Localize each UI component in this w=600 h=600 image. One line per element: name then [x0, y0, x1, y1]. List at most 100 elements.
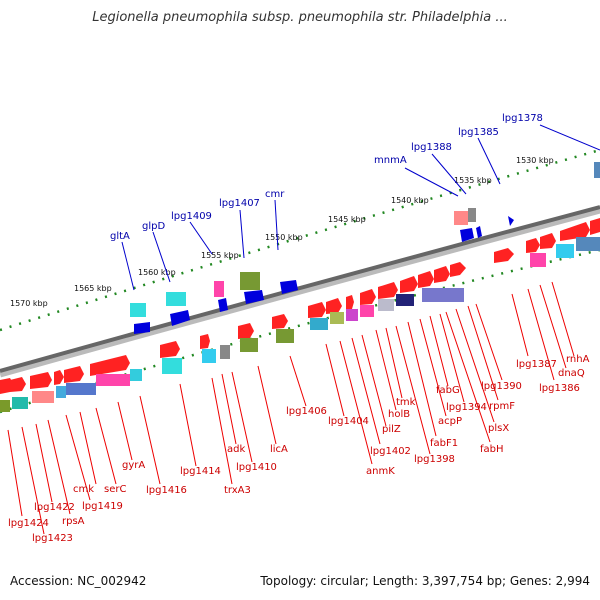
gene-label: holB [388, 409, 410, 420]
gene-arrow [360, 289, 376, 305]
kbp-label: 1535 kbp [454, 176, 492, 185]
gene-label: serC [104, 484, 126, 495]
gene-label: lpg1410 [236, 462, 277, 473]
kbp-labels: 1570 kbp 1565 kbp 1560 kbp 1555 kbp 1550… [10, 156, 554, 308]
gene-box [454, 211, 468, 225]
gene-arrow [200, 334, 210, 349]
cog-box [56, 386, 66, 398]
gene-label: cmk [73, 484, 94, 495]
cog-box [396, 294, 414, 306]
gene-label: lpg1378 [502, 113, 543, 124]
gene-arrow [218, 298, 228, 312]
gene-label: lpg1419 [82, 501, 123, 512]
gene-label: lpg1387 [516, 359, 557, 370]
gene-arrow [30, 372, 52, 389]
gene-arrow [460, 228, 474, 242]
gene-arrow [244, 290, 264, 304]
gene-label: plsX [488, 423, 509, 434]
cog-box [66, 383, 96, 395]
backbone-shadow [0, 206, 600, 378]
gene-arrow [64, 366, 84, 383]
gene-label: lpg1388 [411, 142, 452, 153]
gene-label: licA [270, 444, 288, 455]
cog-box [330, 312, 344, 324]
cog-box [576, 237, 600, 251]
cog-box [378, 299, 394, 311]
gene-label: lpg1398 [414, 454, 455, 465]
gene-arrow [526, 238, 540, 253]
gene-arrow [238, 323, 254, 339]
gene-box [166, 292, 186, 306]
cog-box [0, 400, 10, 412]
gene-label: rpmF [489, 401, 515, 412]
gene-arrow [418, 271, 434, 288]
backbone [0, 205, 600, 373]
gene-arrow [494, 248, 514, 263]
cog-box [130, 369, 142, 381]
cog-box [96, 374, 130, 386]
gene-label: gyrA [122, 460, 145, 471]
gene-label: lpg1406 [286, 406, 327, 417]
gene-arrow [540, 233, 556, 249]
kbp-label: 1555 kbp [201, 251, 239, 260]
gene-label: lpg1394 [446, 402, 487, 413]
gene-label: lpg1423 [32, 533, 73, 544]
gene-label: trxA3 [224, 485, 251, 496]
kbp-label: 1530 kbp [516, 156, 554, 165]
gene-arrow [272, 314, 288, 329]
gene-label: lpg1409 [171, 211, 212, 222]
gene-box [240, 272, 260, 290]
gene-arrow [308, 302, 326, 318]
kbp-label: 1570 kbp [10, 299, 48, 308]
gene-label: rpsA [62, 516, 85, 527]
gene-label: fabH [480, 444, 504, 455]
gene-arrow [170, 310, 190, 326]
map-title: Legionella pneumophila subsp. pneumophil… [92, 10, 508, 25]
cog-box [360, 305, 374, 317]
gene-label: cmr [265, 189, 285, 200]
gene-label: fabF1 [430, 438, 458, 449]
gene-label: lpg1407 [219, 198, 260, 209]
forward-genes [0, 218, 600, 394]
label-lines-lower [7, 281, 575, 535]
gene-arrow [450, 262, 466, 277]
gene-label: lpg1414 [180, 466, 221, 477]
gene-label: adk [227, 444, 245, 455]
cog-box [422, 288, 464, 302]
gene-label: gltA [110, 231, 130, 242]
cog-band [0, 237, 600, 412]
gene-arrow [378, 282, 398, 299]
gene-label: dnaQ [558, 368, 585, 379]
gene-box [130, 303, 146, 317]
cog-box [220, 345, 230, 359]
gene-label: rnhA [566, 354, 590, 365]
gene-label: lpg1402 [370, 446, 411, 457]
gene-label: lpg1424 [8, 518, 49, 529]
gene-label: anmK [366, 466, 395, 477]
cog-box [346, 309, 358, 321]
gene-arrow [590, 218, 600, 235]
gene-label: glpD [142, 221, 165, 232]
gene-label: lpg1422 [34, 502, 75, 513]
gene-arrow [10, 377, 26, 392]
cog-box [12, 397, 28, 409]
cog-box [32, 391, 54, 403]
cog-box [556, 244, 574, 258]
gene-arrow [280, 280, 298, 294]
reverse-genes [130, 162, 600, 334]
kbp-label: 1560 kbp [138, 268, 176, 277]
genome-summary-text: Topology: circular; Length: 3,397,754 bp… [260, 574, 590, 588]
gene-label: lpg1416 [146, 485, 187, 496]
cog-box [162, 358, 182, 374]
gene-arrow [476, 226, 482, 238]
kbp-label: 1550 kbp [265, 233, 303, 242]
gene-arrow [326, 298, 342, 314]
gene-label: acpP [438, 416, 462, 427]
gene-label: tmk [396, 397, 416, 408]
gene-label: mnmA [374, 155, 407, 166]
gene-box [594, 162, 600, 178]
gene-label: lpg1386 [539, 383, 580, 394]
kbp-label: 1540 kbp [391, 196, 429, 205]
gene-arrow [90, 355, 130, 376]
